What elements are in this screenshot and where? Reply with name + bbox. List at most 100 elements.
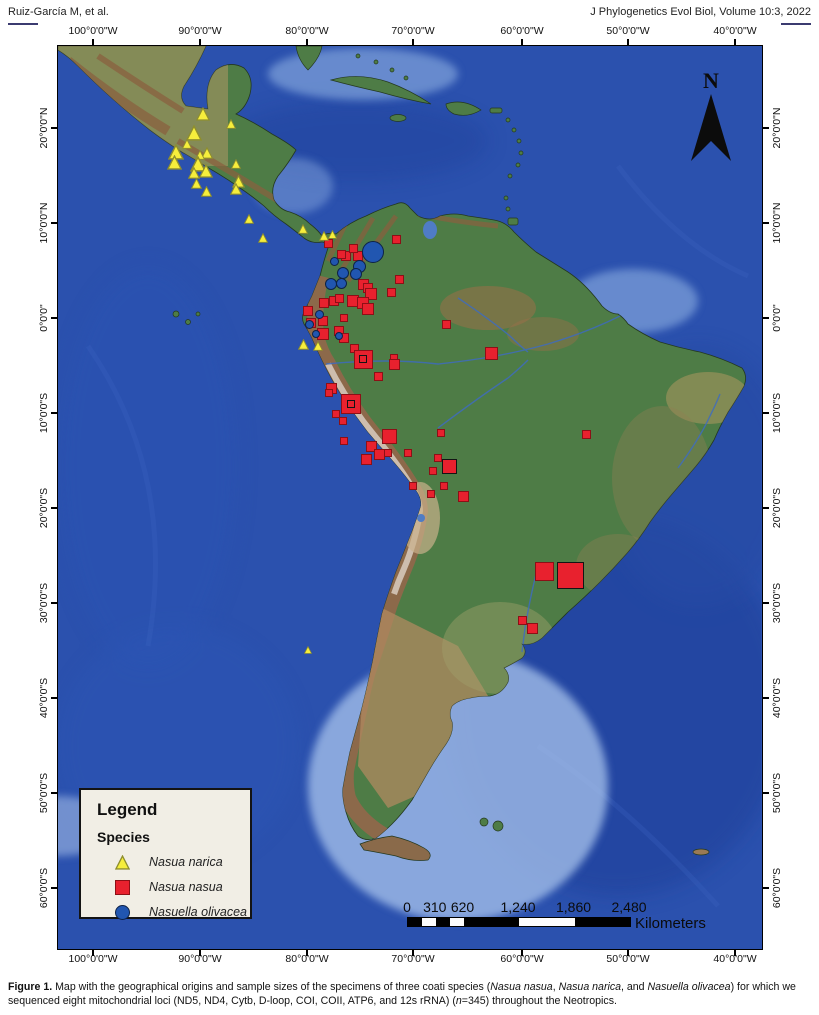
- graticule-tick: [306, 950, 308, 956]
- header-authors: Ruiz-García M, et al.: [8, 6, 109, 18]
- north-arrow: N: [691, 68, 731, 161]
- graticule-tick: [763, 317, 769, 319]
- lon-label-bottom: 100°0'0"W: [68, 953, 118, 965]
- nasua-nasua-marker: [388, 358, 400, 370]
- scalebar-segment: [449, 918, 464, 926]
- lon-label-bottom: 80°0'0"W: [285, 953, 329, 965]
- scalebar-segment: [435, 918, 450, 926]
- lon-label-bottom: 60°0'0"W: [500, 953, 544, 965]
- nasua-narica-marker: [313, 341, 323, 351]
- nasua-narica-marker: [226, 119, 236, 129]
- nasua-nasua-marker: [340, 437, 348, 445]
- lon-label-bottom: 70°0'0"W: [391, 953, 435, 965]
- lon-label-top: 50°0'0"W: [606, 25, 650, 37]
- lat-label-left: 0°0'0": [38, 304, 50, 332]
- graticule-tick: [51, 127, 57, 129]
- scalebar-number: 1,240: [500, 899, 536, 915]
- legend-species-name: Nasua nasua: [149, 880, 223, 894]
- scalebar-segment: [574, 918, 630, 926]
- lat-label-right: 20°0'0"N: [771, 107, 783, 149]
- triangle-legend-icon: [113, 854, 131, 870]
- nasua-narica-marker: [298, 224, 308, 234]
- nasua-nasua-marker: [303, 306, 313, 316]
- lat-label-right: 60°0'0"S: [771, 867, 783, 909]
- scalebar-number: 310: [423, 899, 447, 915]
- legend-species-name: Nasuella olivacea: [149, 905, 247, 919]
- nasua-nasua-marker: [384, 449, 392, 457]
- graticule-tick: [412, 39, 414, 45]
- nasuella-olivacea-marker: [329, 256, 339, 266]
- nasua-nasua-marker: [429, 467, 437, 475]
- nasuella-olivacea-marker: [325, 278, 337, 290]
- lon-label-top: 60°0'0"W: [500, 25, 544, 37]
- nasua-narica-marker: [258, 233, 268, 243]
- graticule-tick: [734, 950, 736, 956]
- nasua-nasua-marker: [409, 482, 417, 490]
- nasua-narica-marker: [200, 185, 212, 197]
- nasuella-olivacea-marker: [312, 330, 320, 338]
- lon-label-top: 90°0'0"W: [178, 25, 222, 37]
- nasua-narica-marker: [190, 177, 202, 189]
- caption-segment: n: [455, 994, 462, 1007]
- scalebar-number: 2,480: [611, 899, 647, 915]
- nasuella-olivacea-marker: [314, 309, 324, 319]
- graticule-tick: [51, 222, 57, 224]
- caption-segment: , and: [621, 981, 648, 993]
- nasua-narica-marker: [231, 159, 241, 169]
- caption-segment: Nasua nasua: [490, 981, 553, 993]
- circle-swatch: [114, 904, 130, 920]
- lat-label-right: 10°0'0"S: [771, 392, 783, 434]
- nasua-narica-marker: [196, 107, 210, 121]
- nasua-nasua-marker: [457, 490, 469, 502]
- graticule-tick: [763, 602, 769, 604]
- scalebar: 0 310 620 1,240 1,860 2,480 Kilometers: [403, 899, 707, 935]
- lon-label-top: 100°0'0"W: [68, 25, 118, 37]
- nasua-nasua-marker: [556, 561, 584, 589]
- lat-label-left: 40°0'0"S: [38, 677, 50, 719]
- nasua-nasua-marker: [534, 561, 554, 581]
- lon-label-bottom: 90°0'0"W: [178, 953, 222, 965]
- scalebar-number: 620: [450, 899, 475, 915]
- caption-segment: ) for which we sequenced eight mitochond…: [8, 981, 796, 1007]
- graticule-tick: [51, 317, 57, 319]
- scalebar-segment: [408, 918, 422, 926]
- legend-item: Nasua nasua: [97, 879, 250, 895]
- nasua-nasua-marker: [362, 303, 374, 315]
- nasua-nasua-marker: [348, 243, 358, 253]
- graticule-tick: [199, 950, 201, 956]
- nasua-nasua-marker: [332, 410, 340, 418]
- scalebar-number: 0: [403, 899, 411, 915]
- graticule-tick: [763, 697, 769, 699]
- nasua-nasua-marker: [319, 298, 329, 308]
- nasua-narica-marker: [319, 231, 329, 241]
- map-figure: N Legend Species Nasua narica Nasua nasua…: [57, 45, 763, 950]
- graticule-tick: [51, 412, 57, 414]
- lat-label-left: 20°0'0"S: [38, 487, 50, 529]
- nasua-nasua-marker: [440, 482, 448, 490]
- header-rule-left: [8, 23, 38, 25]
- graticule-tick: [627, 950, 629, 956]
- nasuella-olivacea-marker: [304, 319, 314, 329]
- nasua-nasua-marker: [404, 449, 412, 457]
- legend-items: Nasua narica Nasua nasua Nasuella olivacea: [97, 854, 250, 920]
- graticule-tick: [627, 39, 629, 45]
- lat-label-right: 30°0'0"S: [771, 582, 783, 624]
- scalebar-unit: Kilometers: [635, 915, 706, 932]
- nasua-nasua-marker: [427, 490, 435, 498]
- square-legend-icon: [113, 879, 131, 895]
- nasua-nasua-marker: [581, 429, 591, 439]
- graticule-tick: [51, 507, 57, 509]
- graticule-tick: [199, 39, 201, 45]
- lat-label-right: 40°0'0"S: [771, 677, 783, 719]
- graticule-tick: [92, 39, 94, 45]
- nasua-nasua-marker: [336, 249, 346, 259]
- nasua-nasua-marker: [441, 458, 457, 474]
- graticule-tick: [521, 39, 523, 45]
- legend-box: Legend Species Nasua narica Nasua nasua Na…: [79, 788, 252, 920]
- caption-segment: Nasua narica: [558, 981, 622, 993]
- lat-label-left: 20°0'0"N: [38, 107, 50, 149]
- graticule-tick: [763, 887, 769, 889]
- nasua-narica-marker: [304, 646, 312, 654]
- graticule-tick: [306, 39, 308, 45]
- lat-label-left: 30°0'0"S: [38, 582, 50, 624]
